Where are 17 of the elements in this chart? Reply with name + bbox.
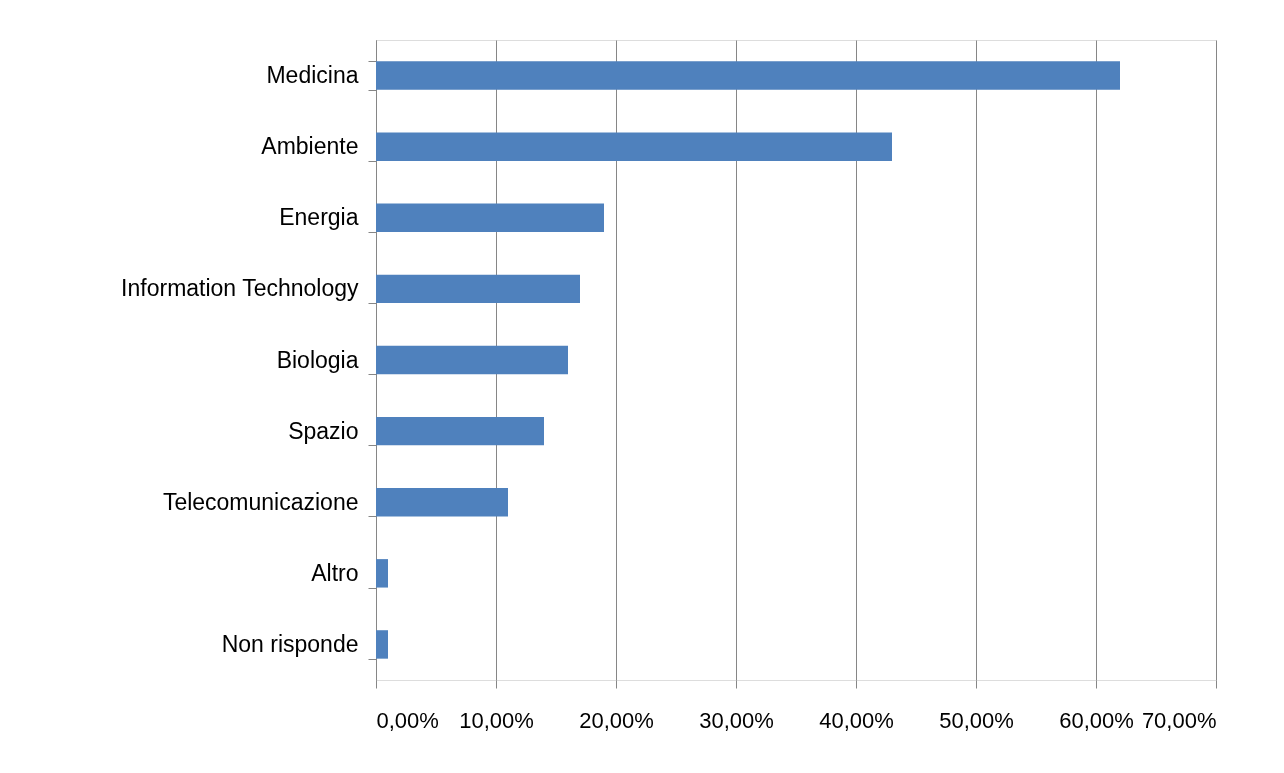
y-tick-label: Ambiente — [261, 133, 359, 160]
y-tick-label: Telecomunicazione — [162, 488, 359, 515]
y-tick-label: Energia — [279, 204, 359, 231]
y-tick-label: Biologia — [276, 346, 359, 373]
y-tick-label: Non risponde — [221, 630, 359, 657]
x-tick-label: 0,00% — [376, 707, 439, 733]
x-tick-label: 10,00% — [459, 707, 534, 733]
x-tick-label: 40,00% — [819, 707, 894, 733]
x-tick-label: 50,00% — [939, 707, 1014, 733]
y-tick-label: Medicina — [266, 62, 359, 89]
x-tick-label: 70,00% — [1141, 707, 1217, 733]
x-tick-label: 60,00% — [1059, 707, 1134, 733]
x-tick-label: 20,00% — [579, 707, 654, 733]
y-tick-label: Information Technology — [121, 275, 359, 302]
y-tick-label: Altro — [311, 559, 359, 586]
y-tick-label: Spazio — [288, 417, 359, 444]
x-tick-label: 30,00% — [699, 707, 774, 733]
